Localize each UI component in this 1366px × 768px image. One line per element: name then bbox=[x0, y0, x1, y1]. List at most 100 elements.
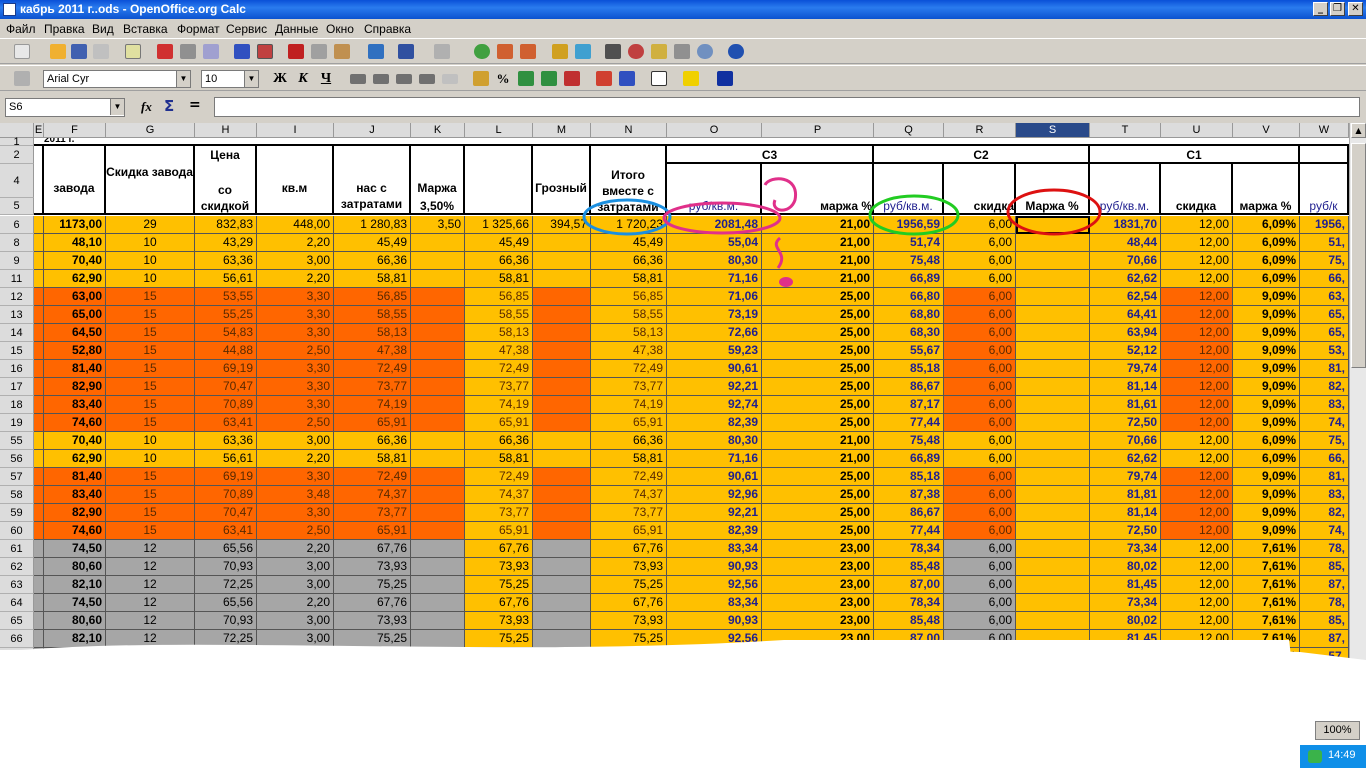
cell-j57[interactable]: 72,49 bbox=[334, 468, 411, 486]
cell-w11[interactable]: 66, bbox=[1300, 270, 1349, 288]
row-header[interactable]: 62 bbox=[0, 558, 34, 576]
cell-v58[interactable]: 9,09% bbox=[1233, 486, 1300, 504]
cell-f18[interactable]: 83,40 bbox=[44, 396, 106, 414]
cell-o8[interactable]: 55,04 bbox=[667, 234, 762, 252]
formula-input[interactable] bbox=[214, 97, 1360, 117]
cell-n17[interactable]: 73,77 bbox=[591, 378, 667, 396]
cell-l61[interactable]: 67,76 bbox=[465, 540, 533, 558]
cell-w9[interactable]: 75, bbox=[1300, 252, 1349, 270]
cell-w62[interactable]: 85, bbox=[1300, 558, 1349, 576]
cell-h56[interactable]: 56,61 bbox=[195, 450, 257, 468]
cell-s63[interactable] bbox=[1016, 576, 1090, 594]
cell-w16[interactable]: 81, bbox=[1300, 360, 1349, 378]
cell-w15[interactable]: 53, bbox=[1300, 342, 1349, 360]
cell-u14[interactable]: 12,00 bbox=[1161, 324, 1233, 342]
find-replace-icon[interactable] bbox=[605, 44, 621, 59]
cell-t12[interactable]: 62,54 bbox=[1090, 288, 1161, 306]
column-header-u[interactable]: U bbox=[1161, 123, 1233, 138]
scroll-thumb[interactable] bbox=[1351, 143, 1366, 368]
cell-n6[interactable]: 1 720,23 bbox=[591, 216, 667, 234]
cell-j12[interactable]: 56,85 bbox=[334, 288, 411, 306]
cell-l58[interactable]: 74,37 bbox=[465, 486, 533, 504]
cell-g9[interactable]: 10 bbox=[106, 252, 195, 270]
cell-w56[interactable]: 66, bbox=[1300, 450, 1349, 468]
cell-s62[interactable] bbox=[1016, 558, 1090, 576]
new-document-icon[interactable] bbox=[14, 44, 30, 59]
cell-i63[interactable]: 3,00 bbox=[257, 576, 334, 594]
cell-m61[interactable] bbox=[533, 540, 591, 558]
cell-r64[interactable]: 6,00 bbox=[944, 594, 1016, 612]
cell-m64[interactable] bbox=[533, 594, 591, 612]
cell-w19[interactable]: 74, bbox=[1300, 414, 1349, 432]
cell-o57[interactable]: 90,61 bbox=[667, 468, 762, 486]
chevron-down-icon[interactable]: ▼ bbox=[176, 71, 190, 87]
row-header[interactable]: 15 bbox=[0, 342, 34, 360]
cell-f16[interactable]: 81,40 bbox=[44, 360, 106, 378]
help-icon[interactable] bbox=[728, 44, 744, 59]
header-w-top[interactable] bbox=[1300, 146, 1349, 164]
cell-h57[interactable]: 69,19 bbox=[195, 468, 257, 486]
cell-l6[interactable]: 1 325,66 bbox=[465, 216, 533, 234]
cell-r6[interactable]: 6,00 bbox=[944, 216, 1016, 234]
cell-n55[interactable]: 66,36 bbox=[591, 432, 667, 450]
cell-m57[interactable] bbox=[533, 468, 591, 486]
cell-t13[interactable]: 64,41 bbox=[1090, 306, 1161, 324]
cell-j17[interactable]: 73,77 bbox=[334, 378, 411, 396]
cell-u63[interactable]: 12,00 bbox=[1161, 576, 1233, 594]
cell-i61[interactable]: 2,20 bbox=[257, 540, 334, 558]
column-header-r[interactable]: R bbox=[944, 123, 1016, 138]
cell-j15[interactable]: 47,38 bbox=[334, 342, 411, 360]
cell-p58[interactable]: 25,00 bbox=[762, 486, 874, 504]
align-right-icon[interactable] bbox=[396, 74, 412, 84]
cell-o19[interactable]: 82,39 bbox=[667, 414, 762, 432]
cell-r14[interactable]: 6,00 bbox=[944, 324, 1016, 342]
navigator-icon[interactable] bbox=[628, 44, 644, 59]
menu-insert[interactable]: Вставка bbox=[123, 22, 168, 36]
cell-s13[interactable] bbox=[1016, 306, 1090, 324]
function-equals-icon[interactable]: = bbox=[189, 97, 201, 113]
cell-v64[interactable]: 7,61% bbox=[1233, 594, 1300, 612]
cell-t16[interactable]: 79,74 bbox=[1090, 360, 1161, 378]
cell-t56[interactable]: 62,62 bbox=[1090, 450, 1161, 468]
cell-q12[interactable]: 66,80 bbox=[874, 288, 944, 306]
cell-m55[interactable] bbox=[533, 432, 591, 450]
cell-i56[interactable]: 2,20 bbox=[257, 450, 334, 468]
styles-icon[interactable] bbox=[14, 71, 30, 86]
cell-j58[interactable]: 74,37 bbox=[334, 486, 411, 504]
cell-l55[interactable]: 66,36 bbox=[465, 432, 533, 450]
function-wizard-icon[interactable]: fx bbox=[141, 99, 152, 114]
cell-w65[interactable]: 85, bbox=[1300, 612, 1349, 630]
cell-n13[interactable]: 58,55 bbox=[591, 306, 667, 324]
row-header[interactable]: 63 bbox=[0, 576, 34, 594]
menu-view[interactable]: Вид bbox=[92, 22, 114, 36]
cell-o64[interactable]: 83,34 bbox=[667, 594, 762, 612]
cell-r18[interactable]: 6,00 bbox=[944, 396, 1016, 414]
header-sqm[interactable]: кв.м bbox=[257, 146, 334, 215]
zoom-icon[interactable] bbox=[697, 44, 713, 59]
cell-w18[interactable]: 83, bbox=[1300, 396, 1349, 414]
cell-f9[interactable]: 70,40 bbox=[44, 252, 106, 270]
cell-m16[interactable] bbox=[533, 360, 591, 378]
cell-q63[interactable]: 87,00 bbox=[874, 576, 944, 594]
cell-f60[interactable]: 74,60 bbox=[44, 522, 106, 540]
cell-s65[interactable] bbox=[1016, 612, 1090, 630]
borders-icon[interactable] bbox=[651, 71, 667, 86]
open-folder-icon[interactable] bbox=[50, 44, 66, 59]
cell-f65[interactable]: 80,60 bbox=[44, 612, 106, 630]
cell-l57[interactable]: 72,49 bbox=[465, 468, 533, 486]
cell-p15[interactable]: 25,00 bbox=[762, 342, 874, 360]
spellcheck-icon[interactable] bbox=[234, 44, 250, 59]
cell-f12[interactable]: 63,00 bbox=[44, 288, 106, 306]
cell-k6[interactable]: 3,50 bbox=[411, 216, 465, 234]
redo-icon[interactable] bbox=[434, 44, 450, 59]
cell-t8[interactable]: 48,44 bbox=[1090, 234, 1161, 252]
cell-p6[interactable]: 21,00 bbox=[762, 216, 874, 234]
align-center-icon[interactable] bbox=[373, 74, 389, 84]
cell-n15[interactable]: 47,38 bbox=[591, 342, 667, 360]
cell-j60[interactable]: 65,91 bbox=[334, 522, 411, 540]
header-w-rub[interactable]: руб/к bbox=[1300, 164, 1349, 215]
cell-k16[interactable] bbox=[411, 360, 465, 378]
cell-t61[interactable]: 73,34 bbox=[1090, 540, 1161, 558]
font-size-select[interactable]: 10 ▼ bbox=[201, 70, 259, 88]
cell-g64[interactable]: 12 bbox=[106, 594, 195, 612]
